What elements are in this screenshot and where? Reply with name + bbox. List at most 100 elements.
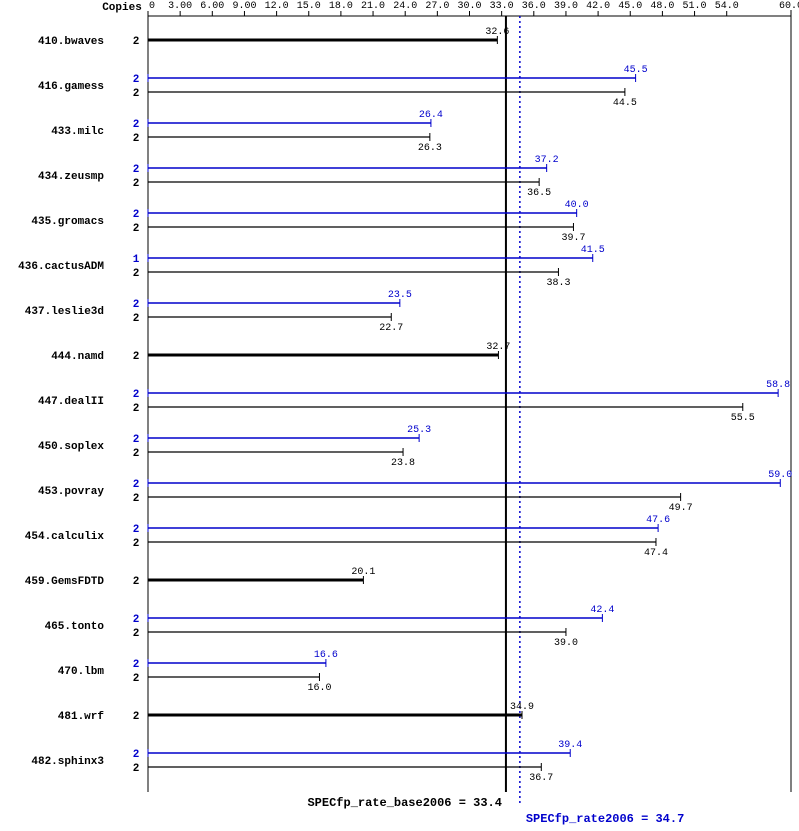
benchmark-label: 444.namd [51, 351, 104, 363]
copies-peak: 2 [133, 479, 140, 491]
copies-base: 2 [133, 538, 140, 550]
copies-base: 2 [133, 36, 140, 48]
x-tick-label: 24.0 [393, 1, 417, 12]
copies-peak: 1 [133, 254, 140, 266]
copies-base: 2 [133, 711, 140, 723]
x-tick-label: 0 [149, 1, 155, 12]
peak-value-label: 25.3 [407, 425, 431, 436]
benchmark-label: 433.milc [51, 126, 104, 138]
copies-peak: 2 [133, 74, 140, 86]
peak-value-label: 41.5 [581, 245, 605, 256]
copies-base: 2 [133, 178, 140, 190]
base-value-label: 47.4 [644, 548, 668, 559]
base-value-label: 38.3 [546, 278, 570, 289]
x-tick-label: 21.0 [361, 1, 385, 12]
x-tick-label: 42.0 [586, 1, 610, 12]
x-tick-label: 48.0 [650, 1, 674, 12]
benchmark-label: 436.cactusADM [18, 261, 104, 273]
benchmark-label: 459.GemsFDTD [25, 576, 105, 588]
base-value-label: 55.5 [731, 413, 755, 424]
benchmark-label: 465.tonto [45, 621, 105, 633]
base-value-label: 36.7 [529, 773, 553, 784]
benchmark-label: 447.dealII [38, 396, 104, 408]
x-tick-label: 15.0 [297, 1, 321, 12]
peak-value-label: 47.6 [646, 515, 670, 526]
copies-peak: 2 [133, 524, 140, 536]
benchmark-label: 450.soplex [38, 441, 104, 453]
base-value-label: 23.8 [391, 458, 415, 469]
x-tick-label: 6.00 [200, 1, 224, 12]
base-value-label: 34.9 [510, 702, 534, 713]
copies-header: Copies [102, 2, 142, 14]
x-tick-label: 12.0 [265, 1, 289, 12]
base-value-label: 22.7 [379, 323, 403, 334]
x-tick-label: 39.0 [554, 1, 578, 12]
peak-value-label: 58.8 [766, 380, 790, 391]
base-value-label: 32.7 [486, 342, 510, 353]
benchmark-label: 410.bwaves [38, 36, 104, 48]
copies-base: 2 [133, 763, 140, 775]
peak-value-label: 40.0 [565, 200, 589, 211]
base-value-label: 39.0 [554, 638, 578, 649]
peak-value-label: 37.2 [535, 155, 559, 166]
copies-base: 2 [133, 351, 140, 363]
peak-value-label: 39.4 [558, 740, 582, 751]
copies-peak: 2 [133, 749, 140, 761]
benchmark-label: 437.leslie3d [25, 306, 104, 318]
copies-base: 2 [133, 493, 140, 505]
benchmark-label: 482.sphinx3 [31, 756, 104, 768]
x-tick-label: 45.0 [618, 1, 642, 12]
x-tick-label: 33.0 [490, 1, 514, 12]
x-tick-label: 60.0 [779, 1, 799, 12]
peak-value-label: 42.4 [590, 605, 614, 616]
x-tick-label: 9.00 [232, 1, 256, 12]
benchmark-label: 434.zeusmp [38, 171, 104, 183]
copies-base: 2 [133, 88, 140, 100]
copies-peak: 2 [133, 614, 140, 626]
x-tick-label: 36.0 [522, 1, 546, 12]
peak-value-label: 16.6 [314, 650, 338, 661]
x-tick-label: 18.0 [329, 1, 353, 12]
copies-peak: 2 [133, 434, 140, 446]
benchmark-label: 481.wrf [58, 711, 105, 723]
peak-value-label: 45.5 [624, 65, 648, 76]
copies-base: 2 [133, 673, 140, 685]
copies-peak: 2 [133, 659, 140, 671]
copies-peak: 2 [133, 119, 140, 131]
peak-value-label: 23.5 [388, 290, 412, 301]
benchmark-label: 416.gamess [38, 81, 104, 93]
x-tick-label: 27.0 [425, 1, 449, 12]
base-value-label: 32.6 [485, 27, 509, 38]
peak-value-label: 59.0 [768, 470, 792, 481]
x-tick-label: 3.00 [168, 1, 192, 12]
baseline-label: SPECfp_rate_base2006 = 33.4 [307, 796, 501, 810]
benchmark-label: 454.calculix [25, 531, 105, 543]
copies-base: 2 [133, 628, 140, 640]
copies-peak: 2 [133, 209, 140, 221]
x-tick-label: 54.0 [715, 1, 739, 12]
copies-base: 2 [133, 133, 140, 145]
copies-base: 2 [133, 223, 140, 235]
peak-value-label: 26.4 [419, 110, 443, 121]
benchmark-label: 435.gromacs [31, 216, 104, 228]
copies-peak: 2 [133, 299, 140, 311]
copies-base: 2 [133, 448, 140, 460]
copies-base: 2 [133, 313, 140, 325]
x-tick-label: 30.0 [457, 1, 481, 12]
copies-peak: 2 [133, 164, 140, 176]
base-value-label: 26.3 [418, 143, 442, 154]
base-value-label: 49.7 [669, 503, 693, 514]
x-tick-label: 51.0 [683, 1, 707, 12]
copies-base: 2 [133, 403, 140, 415]
base-value-label: 44.5 [613, 98, 637, 109]
base-value-label: 20.1 [351, 567, 375, 578]
benchmark-label: 470.lbm [58, 666, 105, 678]
base-value-label: 39.7 [561, 233, 585, 244]
copies-peak: 2 [133, 389, 140, 401]
spec-rate-chart: 0 3.00 6.00 9.00 12.0 15.0 18.0 21.0 24.0 27.0 30.… [0, 0, 799, 831]
peakline-label: SPECfp_rate2006 = 34.7 [526, 812, 684, 826]
benchmark-label: 453.povray [38, 486, 104, 498]
base-value-label: 36.5 [527, 188, 551, 199]
copies-base: 2 [133, 268, 140, 280]
base-value-label: 16.0 [307, 683, 331, 694]
